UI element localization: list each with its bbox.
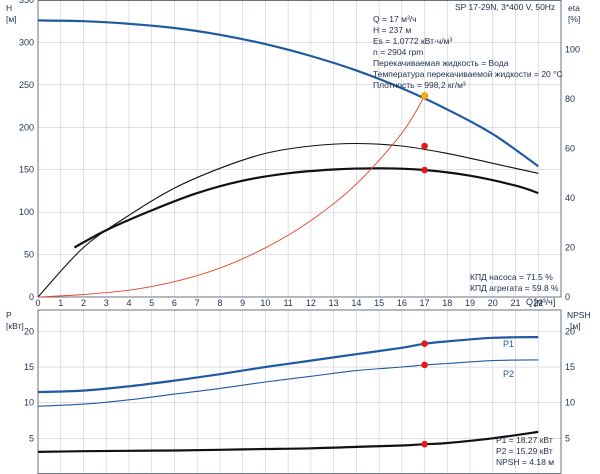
- x-tick-label: 4: [126, 298, 131, 308]
- info-liquid: Перекачиваемая жидкость = Вода: [373, 58, 509, 68]
- upper-operating-point: [420, 92, 429, 100]
- x-tick-label: 13: [329, 298, 339, 308]
- info-p2: P2 = 15.29 кВт: [496, 446, 553, 456]
- x-tick-label: 17: [420, 298, 430, 308]
- x-tick-label: 6: [172, 298, 177, 308]
- p-axis-unit: [кВт]: [6, 321, 24, 331]
- h-tick-label: 50: [24, 250, 34, 260]
- eta-axis-label: eta: [568, 3, 580, 13]
- npsh-axis-unit: [м]: [570, 321, 581, 331]
- x-tick-label: 5: [149, 298, 154, 308]
- p-tick-label: 5: [29, 433, 34, 443]
- p-tick-label: 20: [24, 326, 34, 336]
- chart-title: SP 17-29N, 3*400 V, 50Hz: [455, 2, 555, 12]
- info-es: Es = 1.0772 кВт·ч/м³: [373, 36, 452, 46]
- h-tick-label: 200: [19, 122, 34, 132]
- x-tick-label: 1: [58, 298, 63, 308]
- info-unit-eff: КПД агрегата = 59.8 %: [470, 283, 559, 293]
- pump-efficiency-curve: [37, 142, 539, 298]
- h-axis-label: H: [6, 3, 12, 13]
- lower-operating-point: [421, 440, 428, 448]
- info-p1: P1 = 18.27 кВт: [496, 435, 553, 445]
- info-npsh: NPSH = 4.18 м: [496, 457, 554, 467]
- head-curve: [37, 19, 539, 168]
- h-tick-label: 300: [19, 37, 34, 47]
- x-tick-label: 2: [81, 298, 86, 308]
- npsh-curve: [37, 430, 539, 453]
- unit-efficiency-curve: [73, 167, 539, 249]
- p-axis-label: P: [6, 310, 12, 320]
- x-tick-label: 8: [217, 298, 222, 308]
- eta-tick-label: 80: [565, 94, 575, 104]
- x-tick-label: 0: [35, 298, 40, 308]
- x-tick-label: 21: [511, 298, 521, 308]
- x-tick-label: 3: [104, 298, 109, 308]
- eta-tick-label: 40: [565, 193, 575, 203]
- x-tick-label: 22: [533, 298, 543, 308]
- eta-tick-label: 0: [565, 292, 570, 302]
- lower-operating-point: [421, 361, 428, 369]
- h-tick-label: 0: [29, 292, 34, 302]
- info-temperature: Температура перекачиваемой жидкости = 20…: [373, 69, 563, 79]
- x-axis-unit: [м³/ч]: [534, 297, 555, 307]
- h-axis-unit: [м]: [6, 14, 17, 24]
- upper-operating-point: [421, 166, 428, 174]
- h-tick-label: 150: [19, 165, 34, 175]
- p1-curve: [37, 336, 539, 394]
- x-tick-label: 14: [351, 298, 361, 308]
- eta-tick-label: 100: [565, 45, 580, 55]
- lower-operating-point: [421, 340, 428, 348]
- x-tick-label: 16: [397, 298, 407, 308]
- eta-axis-unit: [%]: [568, 14, 580, 24]
- info-h: H = 237 м: [373, 25, 411, 35]
- info-q: Q = 17 м³/ч: [373, 14, 417, 24]
- info-n: n = 2904 rpm: [373, 47, 423, 57]
- npsh-tick-label: 15: [565, 362, 575, 372]
- npsh-axis-label: NPSH: [567, 310, 591, 320]
- x-tick-label: 10: [260, 298, 270, 308]
- npsh-tick-label: 20: [565, 326, 575, 336]
- upper-operating-point: [421, 142, 428, 150]
- h-tick-label: 100: [19, 207, 34, 217]
- p2-curve: [37, 359, 539, 407]
- p1-series-label: P1: [503, 339, 514, 349]
- p2-series-label: P2: [503, 369, 514, 379]
- eta-tick-label: 20: [565, 243, 575, 253]
- x-tick-label: 9: [240, 298, 245, 308]
- info-density: Плотность = 998,2 кг/м³: [373, 80, 466, 90]
- points-layer: [420, 92, 429, 448]
- x-tick-label: 11: [283, 298, 292, 308]
- x-tick-label: 7: [195, 298, 200, 308]
- npsh-tick-label: 5: [565, 433, 570, 443]
- x-tick-label: 20: [488, 298, 498, 308]
- x-tick-label: 18: [442, 298, 452, 308]
- eta-tick-label: 60: [565, 144, 575, 154]
- upper-plot-frame: [37, 0, 562, 298]
- ticks-layer: 0 1 2 3 4 5 6 7 8 9 10 11 12 13 14 15 16 17 18 19 20 21 220501…: [19, 0, 580, 443]
- npsh-tick-label: 10: [565, 398, 575, 408]
- x-tick-label: 15: [374, 298, 384, 308]
- system-curve: [37, 95, 425, 298]
- series-layer: [37, 19, 539, 453]
- x-tick-label: 19: [465, 298, 475, 308]
- info-pump-eff: КПД насоса = 71.5 %: [470, 272, 553, 282]
- p-tick-label: 15: [24, 362, 34, 372]
- h-tick-label: 350: [19, 0, 34, 5]
- p-tick-label: 10: [24, 398, 34, 408]
- x-tick-label: 12: [306, 298, 316, 308]
- x-axis-label: Q: [526, 297, 533, 307]
- h-tick-label: 250: [19, 80, 34, 90]
